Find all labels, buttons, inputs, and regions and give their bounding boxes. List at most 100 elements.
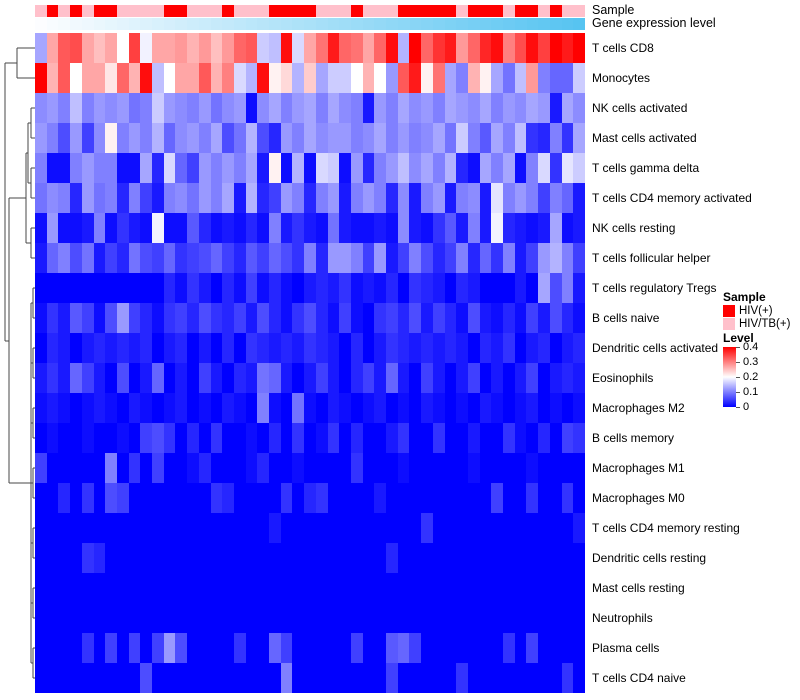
heatmap-cell [444, 423, 457, 453]
heatmap-cell [93, 243, 106, 273]
heatmap-cell [152, 123, 164, 153]
heatmap-cell [292, 273, 305, 303]
heatmap-cell [444, 303, 457, 333]
heatmap-cell [327, 123, 340, 153]
heatmap-cell [432, 453, 445, 483]
heatmap-cell [561, 183, 574, 213]
heatmap-cell [280, 63, 293, 93]
heatmap-cell [35, 303, 47, 333]
heatmap-cell [304, 513, 316, 543]
heatmap-cell [105, 363, 117, 393]
heatmap-cell [70, 213, 82, 243]
heatmap-cell [514, 153, 527, 183]
heatmap-cell [304, 213, 316, 243]
heatmap-cell [421, 483, 433, 513]
heatmap-cell [140, 633, 153, 663]
heatmap-cell [526, 453, 539, 483]
heatmap-cell [222, 63, 234, 93]
heatmap-cell [304, 453, 316, 483]
heatmap-cell [58, 243, 71, 273]
heatmap-cell [409, 153, 422, 183]
heatmap-cell [386, 93, 398, 123]
heatmap-cell [292, 333, 305, 363]
heatmap-cell [280, 483, 293, 513]
heatmap-cell [549, 303, 562, 333]
heatmap-cell [163, 513, 176, 543]
heatmap-cell [70, 423, 82, 453]
heatmap-cell [374, 93, 387, 123]
sample-annotation-cell [175, 5, 188, 17]
heatmap-cell [116, 393, 129, 423]
heatmap-cell [339, 273, 351, 303]
heatmap-cell [140, 423, 153, 453]
heatmap-cell [257, 393, 270, 423]
heatmap-cell [198, 453, 211, 483]
heatmap-cell [409, 483, 422, 513]
heatmap-cell [315, 123, 328, 153]
heatmap-cell [409, 273, 422, 303]
heatmap-cell [491, 363, 504, 393]
heatmap-cell [315, 273, 328, 303]
gene-expression-annotation-cell [35, 18, 47, 30]
heatmap-cell [432, 183, 445, 213]
heatmap-cell [222, 333, 234, 363]
heatmap-cell [327, 63, 340, 93]
heatmap-cell [549, 543, 562, 573]
heatmap-cell [350, 633, 363, 663]
heatmap-cell [327, 453, 340, 483]
heatmap-cell [362, 453, 375, 483]
heatmap-cell [561, 573, 574, 603]
heatmap-cell [386, 333, 398, 363]
heatmap-cell [245, 93, 258, 123]
heatmap-cell [175, 483, 188, 513]
heatmap-cell [432, 483, 445, 513]
heatmap-cell [386, 513, 398, 543]
heatmap-cell [432, 93, 445, 123]
heatmap-cell [573, 273, 585, 303]
row-label: Mast cells activated [592, 131, 697, 145]
heatmap-cell [46, 663, 59, 693]
heatmap-cell [479, 33, 492, 63]
sample-annotation-bar [35, 5, 586, 17]
heatmap-cell [386, 543, 398, 573]
heatmap-cell [269, 633, 281, 663]
heatmap-cell [339, 483, 351, 513]
heatmap-cell [175, 303, 188, 333]
heatmap-cell [421, 603, 433, 633]
heatmap-cell [467, 303, 480, 333]
heatmap-cell [421, 453, 433, 483]
heatmap-cell [58, 63, 71, 93]
heatmap-cell [128, 543, 141, 573]
heatmap-cell [81, 183, 94, 213]
heatmap-cell [573, 543, 585, 573]
heatmap-cell [421, 543, 433, 573]
gene-expression-annotation-cell [573, 18, 586, 30]
heatmap-cell [152, 183, 164, 213]
level-tick-mark [736, 362, 740, 363]
heatmap-cell [526, 63, 539, 93]
heatmap-cell [175, 573, 188, 603]
heatmap-cell [315, 33, 328, 63]
sample-annotation-cell [70, 5, 82, 17]
heatmap-cell [386, 363, 398, 393]
heatmap-cell [467, 453, 480, 483]
heatmap-cell [187, 633, 199, 663]
sample-annotation-cell [269, 5, 281, 17]
sample-annotation-cell [503, 5, 515, 17]
heatmap-cell [245, 273, 258, 303]
sample-annotation-cell [421, 5, 433, 17]
heatmap-cell [409, 93, 422, 123]
heatmap-cell [514, 123, 527, 153]
level-tick-label: 0.1 [743, 386, 759, 398]
heatmap-cell [233, 423, 246, 453]
heatmap-cell [374, 363, 387, 393]
heatmap-cell [81, 453, 94, 483]
row-label: T cells follicular helper [592, 251, 711, 265]
row-label: Plasma cells [592, 641, 660, 655]
heatmap-cell [538, 513, 550, 543]
heatmap-cell [339, 663, 351, 693]
heatmap-cell [421, 633, 433, 663]
sample-annotation-cell [187, 5, 199, 17]
heatmap-cell [152, 333, 164, 363]
heatmap-cell [339, 363, 351, 393]
